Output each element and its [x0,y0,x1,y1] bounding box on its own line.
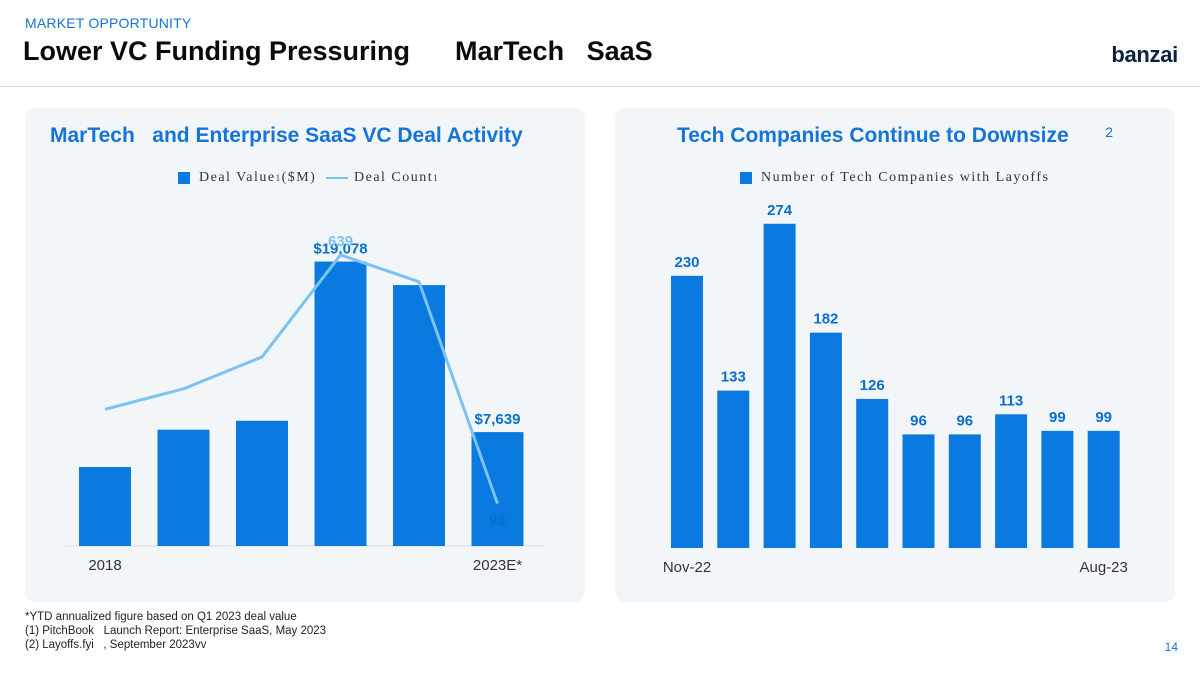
layoffs-bar-May-23 [948,434,981,548]
layoffs-chart-title: Tech Companies Continue to Downsize [677,124,1069,147]
layoffs-bar-Jul-23 [1041,430,1074,548]
layoffs-bar-Mar-23 [856,398,889,548]
deal-value-bar-2022 [393,285,445,546]
page-title: Lower VC Funding Pressuring MarTech SaaS [23,36,653,66]
x-tick-label-last: 2023E* [473,557,522,574]
legend-deal-count-label: Deal Count [354,170,434,185]
legend-layoffs: Number of Tech Companies with Layoffs [740,170,1049,186]
layoffs-title-footnote: 2 [1105,124,1113,140]
legend-deal-value-sup: 1 [275,173,282,183]
banzai-logo: banzai [1111,42,1178,67]
vc-deal-chart: $19,078 $7,639 639 93 2018 2023E* [65,233,545,574]
deal-value-label-2021: $19,078 [313,241,367,258]
layoffs-label-Apr-23: 96 [910,412,927,429]
deal-value-bar-2019 [157,429,210,546]
bar-swatch-icon [740,172,752,184]
tech-layoffs-chart: 230 133 274 182 126 96 96 113 99 99 Nov-22 Aug-23 [663,202,1128,576]
legend-deal-value-label: Deal Value [199,170,276,185]
vc-chart-title: MarTech and Enterprise SaaS VC Deal Acti… [50,124,523,147]
layoffs-label-Jul-23: 99 [1049,409,1066,426]
layoffs-label-Dec-22: 133 [721,369,746,386]
vc-deal-activity-panel: MarTech and Enterprise SaaS VC Deal Acti… [25,108,585,602]
layoffs-label-Nov-22: 230 [674,254,699,271]
footnote-layoffs: (2) Layoffs.fyi , September 2023vv [25,639,207,651]
layoffs-label-Mar-23: 126 [860,377,885,394]
line-swatch-icon [326,177,348,179]
legend-deal-value: Deal Value 1 ($M) [178,170,316,186]
layoffs-bar-Apr-23 [902,434,935,548]
layoffs-bar-Aug-23 [1087,430,1120,548]
legend-deal-value-unit: ($M) [281,170,317,185]
deal-value-label-2023E*: $7,639 [475,411,521,428]
footnote-pitchbook: (1) PitchBook Launch Report: Enterprise … [25,625,327,637]
layoffs-bar-Nov-22 [671,275,703,548]
layoffs-bar-Jun-23 [995,414,1028,548]
deal-count-line [104,253,499,505]
legend-deal-count: Deal Count 1 [326,170,439,186]
header-divider [0,86,1200,87]
x-tick-label-first: 2018 [88,557,121,574]
layoffs-label-Feb-23: 182 [813,311,838,328]
deal-value-bar-2021 [314,261,367,546]
layoffs-label-Aug-23: 99 [1095,409,1112,426]
x-tick-label-last: Aug-23 [1080,559,1128,576]
legend-deal-count-sup: 1 [433,173,440,183]
layoffs-bar-Jan-23 [763,223,796,548]
bar-swatch-icon [178,172,190,184]
layoffs-bar-Dec-22 [717,390,750,548]
layoffs-bar-Feb-23 [809,332,842,548]
page-number: 14 [1164,640,1178,654]
x-tick-label-first: Nov-22 [663,559,711,576]
layoffs-label-Jun-23: 113 [999,392,1023,409]
deal-value-bar-2018 [79,466,131,546]
deal-count-label-2023E*: 93 [489,513,506,530]
deal-count-label-2021: 639 [328,233,353,250]
section-kicker: MARKET OPPORTUNITY [25,15,192,31]
legend-layoffs-label: Number of Tech Companies with Layoffs [761,170,1050,185]
footnotes: *YTD annualized figure based on Q1 2023 … [25,610,326,652]
footnote-ytd: *YTD annualized figure based on Q1 2023 … [25,611,297,623]
deal-value-bar-2020 [236,420,288,546]
layoffs-label-May-23: 96 [956,412,973,429]
tech-layoffs-panel: Tech Companies Continue to Downsize 2 Nu… [615,108,1175,602]
layoffs-label-Jan-23: 274 [767,202,793,219]
